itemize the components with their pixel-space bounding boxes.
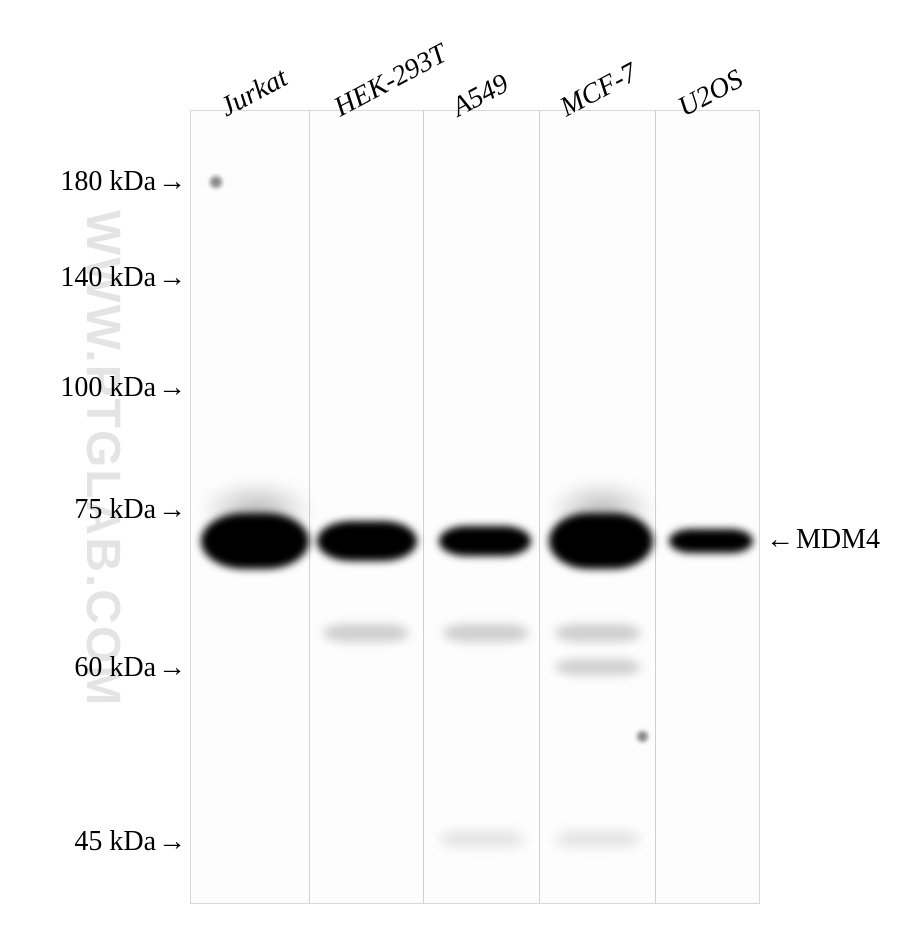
right-arrow-icon: →: [158, 372, 186, 404]
artifact-spot: [210, 176, 222, 188]
blot-membrane: [190, 110, 760, 904]
left-arrow-icon: ←: [766, 524, 794, 556]
faint-band: [323, 624, 409, 642]
faint-band: [555, 659, 641, 675]
mw-value: 180 kDa: [60, 166, 156, 197]
right-arrow-icon: →: [158, 652, 186, 684]
artifact-spot: [637, 731, 648, 742]
main-band: [201, 513, 309, 569]
sample-label: MCF-7: [555, 57, 643, 124]
faint-band: [555, 624, 641, 642]
main-band: [669, 529, 753, 553]
faint-band: [443, 624, 529, 642]
mw-value: 45 kDa: [74, 826, 156, 857]
main-band: [549, 513, 653, 569]
sample-label: HEK-293T: [329, 38, 453, 124]
sample-label: A549: [447, 68, 514, 124]
watermark-text: WWW.PTGLAB.COM: [75, 210, 130, 707]
main-band: [317, 521, 417, 561]
sample-labels-row: JurkatHEK-293TA549MCF-7U2OS: [0, 0, 900, 120]
right-arrow-icon: →: [158, 826, 186, 858]
target-band-label: ←MDM4: [766, 524, 880, 556]
sample-label: Jurkat: [215, 62, 293, 124]
faint-band: [439, 831, 525, 847]
faint-band: [555, 831, 641, 847]
lane-divider: [539, 111, 540, 903]
right-arrow-icon: →: [158, 262, 186, 294]
main-band: [439, 526, 531, 556]
mw-marker-label: 180 kDa→: [0, 166, 186, 198]
western-blot-figure: JurkatHEK-293TA549MCF-7U2OS 180 kDa→140 …: [0, 0, 900, 940]
sample-label: U2OS: [673, 64, 748, 124]
target-name: MDM4: [796, 524, 880, 555]
lane-divider: [423, 111, 424, 903]
mw-marker-label: 45 kDa→: [0, 826, 186, 858]
right-arrow-icon: →: [158, 494, 186, 526]
right-arrow-icon: →: [158, 166, 186, 198]
